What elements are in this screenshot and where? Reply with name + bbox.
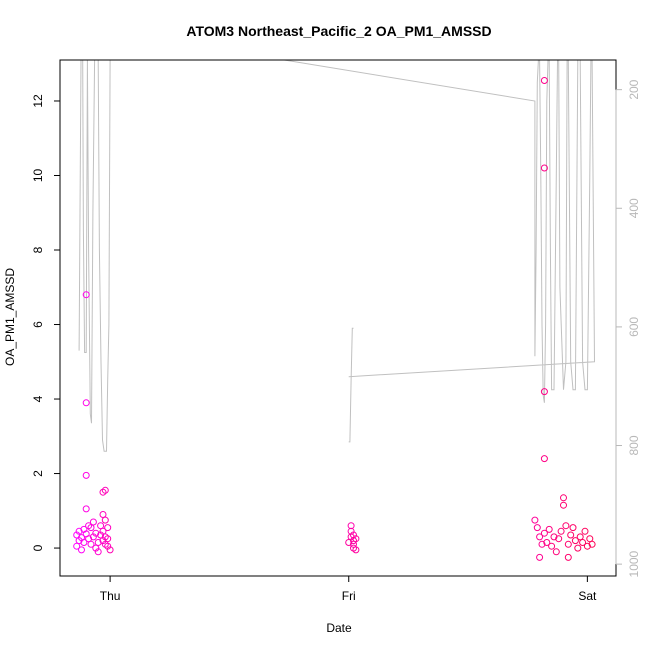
data-point — [536, 533, 544, 541]
data-point — [347, 533, 355, 541]
right-axis: 200 400 600 800 1000 — [615, 79, 641, 577]
data-point — [567, 531, 575, 539]
data-point — [540, 529, 548, 537]
data-point — [550, 533, 558, 541]
x-tick-label: Fri — [342, 589, 356, 603]
plot-frame — [59, 59, 617, 577]
data-point — [562, 522, 570, 530]
data-point — [540, 77, 548, 84]
data-points — [73, 77, 596, 561]
altitude-line-1 — [284, 59, 596, 403]
y-tick-label: 10 — [31, 169, 45, 183]
data-point — [560, 494, 567, 502]
right-tick-label: 400 — [627, 198, 641, 218]
data-point — [92, 544, 100, 552]
y-tick-label: 2 — [31, 470, 45, 477]
data-point — [80, 539, 88, 546]
data-point — [540, 455, 548, 463]
data-point — [538, 540, 546, 548]
data-point — [543, 539, 551, 546]
data-point — [564, 553, 572, 561]
altitude-line-2 — [348, 327, 354, 443]
altitude-lines — [78, 59, 596, 452]
data-point — [73, 542, 81, 550]
data-point — [545, 525, 553, 533]
data-point — [101, 516, 109, 524]
data-point — [531, 516, 539, 524]
data-point — [82, 399, 90, 407]
right-tick-label: 800 — [627, 435, 641, 455]
right-tick-label: 200 — [627, 79, 641, 99]
data-point — [87, 524, 95, 532]
x-axis: Thu Fri Sat — [100, 575, 597, 603]
data-point — [560, 501, 567, 509]
data-point — [99, 537, 107, 545]
data-point — [104, 542, 112, 550]
data-point — [540, 388, 548, 396]
data-point — [588, 540, 596, 548]
y-tick-label: 4 — [31, 395, 45, 402]
data-point — [82, 471, 90, 479]
data-point — [581, 527, 589, 535]
data-point — [104, 535, 112, 543]
data-point — [94, 548, 102, 556]
data-point — [87, 540, 95, 548]
data-point — [352, 535, 360, 543]
data-point — [557, 527, 565, 535]
y-axis: 0 2 4 6 8 10 12 — [31, 94, 61, 551]
y-tick-label: 12 — [31, 94, 45, 108]
data-point — [540, 164, 548, 172]
data-point — [106, 546, 114, 554]
data-point — [574, 544, 582, 552]
data-point — [101, 486, 109, 494]
y-axis-title: OA_PM1_AMSSD — [3, 268, 17, 366]
data-point — [89, 533, 97, 541]
data-point — [89, 518, 97, 526]
data-point — [97, 522, 105, 530]
data-point — [552, 548, 560, 556]
data-point — [555, 535, 563, 543]
altitude-line-0 — [78, 59, 111, 452]
y-tick-label: 8 — [31, 246, 45, 253]
right-tick-label: 1000 — [627, 550, 641, 577]
data-point — [533, 524, 541, 532]
data-point — [97, 531, 105, 539]
data-point — [82, 291, 90, 299]
data-point — [352, 546, 360, 554]
data-point — [82, 505, 90, 513]
data-point — [548, 542, 556, 550]
data-point — [576, 533, 584, 541]
data-point — [571, 537, 579, 545]
data-point — [104, 524, 112, 532]
data-point — [85, 535, 93, 543]
data-point — [536, 553, 544, 561]
x-tick-label: Sat — [578, 589, 597, 603]
data-point — [345, 539, 353, 546]
x-tick-label: Thu — [100, 589, 121, 603]
data-point — [94, 539, 102, 546]
x-axis-title: Date — [326, 621, 352, 635]
data-point — [569, 524, 577, 532]
data-point — [586, 535, 594, 543]
data-point — [99, 511, 107, 518]
data-point — [583, 542, 591, 550]
y-tick-label: 6 — [31, 321, 45, 328]
data-point — [579, 539, 587, 546]
data-point — [75, 527, 83, 535]
chart-title: ATOM3 Northeast_Pacific_2 OA_PM1_AMSSD — [186, 23, 491, 39]
right-tick-label: 600 — [627, 317, 641, 337]
data-point — [564, 540, 572, 548]
data-point — [92, 529, 100, 537]
data-point — [99, 488, 107, 496]
y-tick-label: 0 — [31, 544, 45, 551]
data-point — [78, 546, 85, 554]
data-point — [350, 540, 357, 548]
